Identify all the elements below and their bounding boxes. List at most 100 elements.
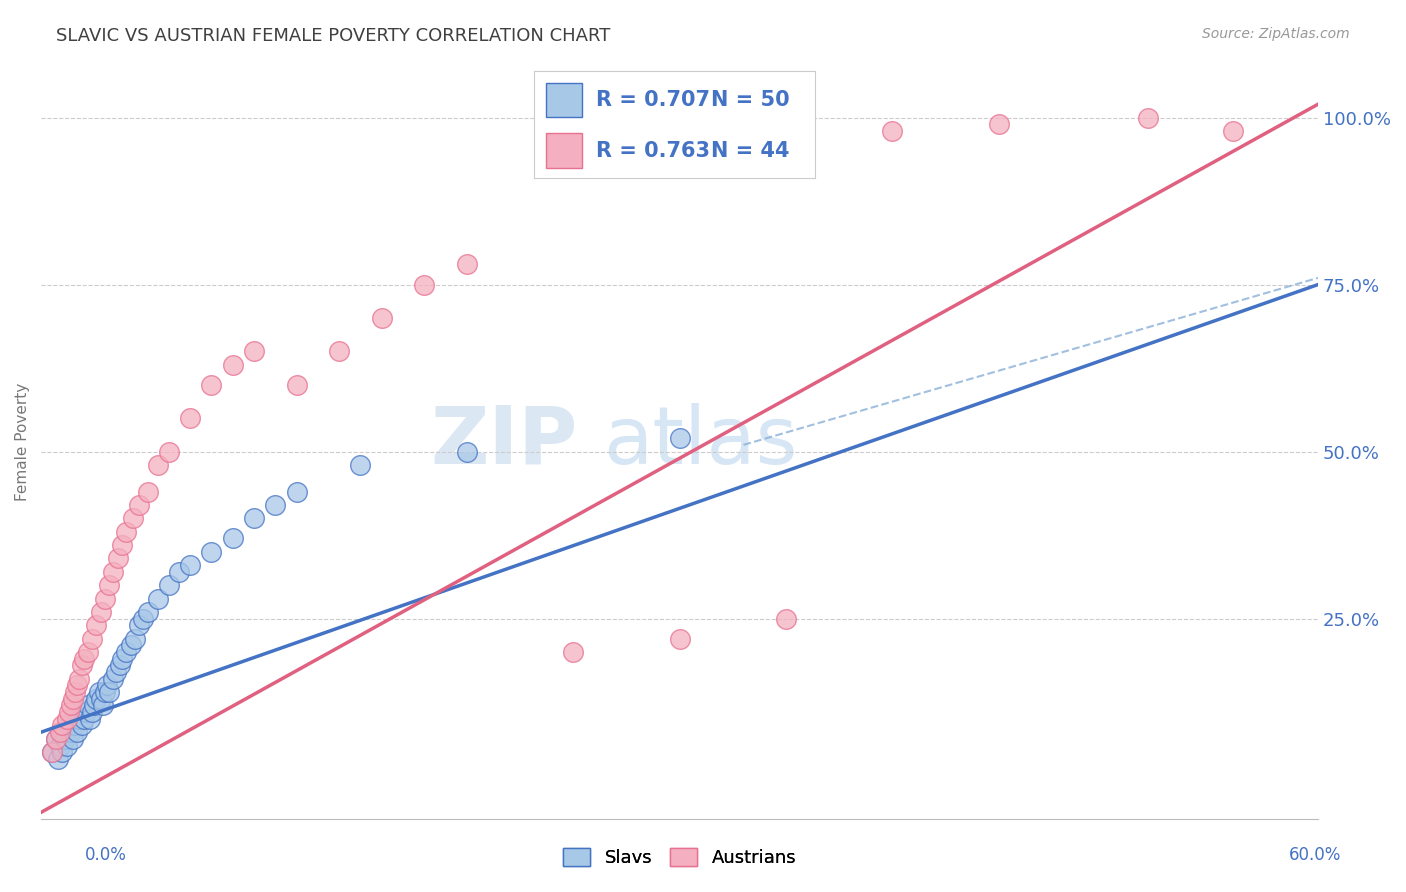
Point	[75, 705, 97, 719]
Point	[82, 632, 104, 646]
Point	[45, 731, 67, 746]
Point	[45, 731, 67, 746]
Point	[157, 444, 180, 458]
Point	[413, 277, 436, 292]
Point	[136, 605, 159, 619]
Point	[128, 618, 150, 632]
Point	[124, 632, 146, 646]
Point	[90, 691, 112, 706]
Point	[349, 458, 371, 472]
Point	[370, 310, 392, 325]
Point	[51, 718, 73, 732]
Point	[91, 698, 114, 713]
Point	[132, 611, 155, 625]
Point	[243, 344, 266, 359]
Point	[108, 658, 131, 673]
Point	[328, 344, 350, 359]
Text: 0.0%: 0.0%	[84, 846, 127, 863]
Point	[285, 377, 308, 392]
Point	[111, 651, 134, 665]
Point	[98, 578, 121, 592]
Point	[104, 665, 127, 679]
Point	[157, 578, 180, 592]
Point	[987, 117, 1010, 131]
Point	[103, 672, 125, 686]
Point	[668, 632, 690, 646]
Y-axis label: Female Poverty: Female Poverty	[15, 383, 30, 500]
Point	[179, 558, 201, 573]
Point	[285, 484, 308, 499]
Point	[66, 678, 89, 692]
Point	[221, 532, 243, 546]
Point	[96, 678, 118, 692]
Text: N = 50: N = 50	[711, 90, 790, 111]
Text: 60.0%: 60.0%	[1288, 846, 1341, 863]
Point	[63, 718, 86, 732]
Point	[55, 739, 77, 753]
Point	[562, 645, 585, 659]
Point	[128, 498, 150, 512]
Point	[221, 358, 243, 372]
Point	[136, 484, 159, 499]
Text: SLAVIC VS AUSTRIAN FEMALE POVERTY CORRELATION CHART: SLAVIC VS AUSTRIAN FEMALE POVERTY CORREL…	[56, 27, 610, 45]
Point	[49, 739, 72, 753]
Point	[63, 685, 86, 699]
Point	[41, 745, 63, 759]
Point	[82, 705, 104, 719]
Point	[456, 444, 478, 458]
Point	[111, 538, 134, 552]
Point	[58, 705, 80, 719]
Point	[146, 458, 169, 472]
Point	[51, 745, 73, 759]
Point	[146, 591, 169, 606]
Point	[53, 731, 76, 746]
Point	[70, 658, 93, 673]
Point	[94, 591, 117, 606]
Point	[86, 691, 108, 706]
Point	[59, 698, 82, 713]
Point	[775, 611, 797, 625]
Point	[51, 725, 73, 739]
Point	[62, 691, 84, 706]
Point	[46, 752, 69, 766]
Point	[58, 718, 80, 732]
Point	[41, 745, 63, 759]
Text: Source: ZipAtlas.com: Source: ZipAtlas.com	[1202, 27, 1350, 41]
Point	[668, 431, 690, 445]
Point	[103, 565, 125, 579]
Point	[77, 645, 100, 659]
Point	[179, 411, 201, 425]
Point	[49, 725, 72, 739]
Point	[66, 725, 89, 739]
Point	[121, 511, 143, 525]
Point	[456, 258, 478, 272]
Text: R = 0.763: R = 0.763	[596, 141, 710, 161]
Text: N = 44: N = 44	[711, 141, 790, 161]
Point	[77, 698, 100, 713]
Point	[882, 124, 904, 138]
Point	[107, 551, 129, 566]
Point	[73, 651, 96, 665]
Point	[87, 685, 110, 699]
Point	[169, 565, 191, 579]
Point	[115, 645, 138, 659]
Point	[94, 685, 117, 699]
Point	[67, 672, 90, 686]
Legend: Slavs, Austrians: Slavs, Austrians	[555, 840, 803, 874]
Point	[86, 618, 108, 632]
Text: atlas: atlas	[603, 402, 797, 481]
Point	[90, 605, 112, 619]
Point	[1222, 124, 1244, 138]
Point	[70, 718, 93, 732]
Point	[264, 498, 287, 512]
Point	[83, 698, 105, 713]
Point	[200, 545, 222, 559]
Point	[1136, 111, 1159, 125]
Point	[98, 685, 121, 699]
Point	[55, 712, 77, 726]
Point	[79, 712, 101, 726]
Text: R = 0.707: R = 0.707	[596, 90, 710, 111]
Point	[67, 712, 90, 726]
Point	[200, 377, 222, 392]
Text: ZIP: ZIP	[430, 402, 578, 481]
